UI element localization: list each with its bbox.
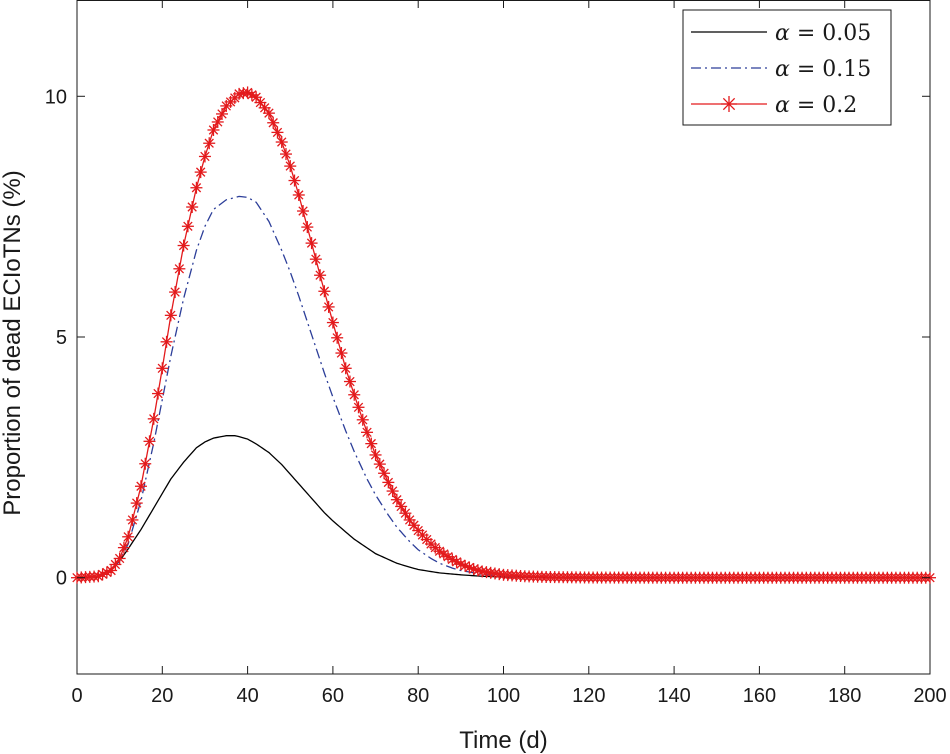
data-point: [343, 375, 356, 388]
data-point: [152, 387, 165, 400]
data-point: [331, 331, 344, 344]
data-point: [181, 220, 194, 233]
data-point: [198, 150, 211, 163]
x-tick-label: 180: [828, 685, 861, 707]
data-point: [288, 174, 301, 187]
data-point: [326, 316, 339, 329]
data-point: [147, 412, 160, 425]
data-point: [373, 458, 386, 471]
data-point: [96, 568, 109, 581]
legend-label: α = 0.05: [775, 21, 871, 46]
data-point: [109, 558, 122, 571]
data-point: [322, 300, 335, 313]
y-tick-label: 0: [56, 568, 67, 590]
data-point: [105, 564, 118, 577]
x-axis-label: Time (d): [459, 727, 547, 754]
x-tick-label: 160: [743, 685, 776, 707]
y-axis-label: Proportion of dead ECIoTNs (%): [0, 170, 26, 515]
data-point: [395, 500, 408, 513]
data-point: [160, 335, 173, 348]
data-point: [352, 401, 365, 414]
data-point: [130, 497, 143, 510]
data-point: [382, 476, 395, 489]
legend: α = 0.05 α = 0.15 α = 0.2: [682, 9, 892, 126]
x-tick-label: 120: [572, 685, 605, 707]
legend-entry: α = 0.05: [691, 21, 871, 46]
x-tick-label: 0: [71, 685, 82, 707]
data-point: [271, 126, 284, 139]
data-point: [143, 435, 156, 448]
x-tick-label: 100: [487, 685, 520, 707]
data-point: [126, 513, 139, 526]
data-point: [134, 480, 147, 493]
data-point: [275, 136, 288, 149]
x-tick-label: 40: [236, 685, 258, 707]
series-3: [71, 86, 936, 584]
data-point: [348, 388, 361, 401]
data-point: [297, 205, 310, 218]
data-point: [186, 201, 199, 214]
data-point: [314, 269, 327, 282]
data-point: [194, 166, 207, 179]
data-point: [173, 262, 186, 275]
data-point: [335, 347, 348, 360]
data-point: [386, 485, 399, 498]
data-point: [390, 493, 403, 506]
data-point: [305, 237, 318, 250]
data-point: [113, 552, 126, 565]
data-point: [177, 239, 190, 252]
data-point: [156, 362, 169, 375]
legend-label: α = 0.2: [775, 93, 857, 118]
plot-area: [71, 0, 936, 675]
x-tick-label: 20: [151, 685, 173, 707]
data-point: [301, 221, 314, 234]
legend-entry: α = 0.2: [691, 93, 857, 118]
x-tick-label: 200: [913, 685, 946, 707]
data-point: [267, 116, 280, 129]
data-point: [262, 107, 275, 120]
x-tick-label: 60: [322, 685, 344, 707]
data-point: [403, 513, 416, 526]
data-point: [369, 448, 382, 461]
data-point: [309, 253, 322, 266]
data-point: [164, 309, 177, 322]
data-point: [399, 507, 412, 520]
data-point: [356, 413, 369, 426]
legend-label: α = 0.15: [775, 57, 871, 82]
data-point: [279, 148, 292, 161]
data-point: [378, 467, 391, 480]
legend-entry: α = 0.15: [691, 57, 871, 82]
data-point: [361, 426, 374, 439]
x-tick-label: 80: [407, 685, 429, 707]
data-point: [721, 96, 737, 112]
data-point: [117, 541, 130, 554]
data-point: [318, 285, 331, 298]
data-point: [139, 457, 152, 470]
data-point: [488, 567, 501, 580]
data-point: [339, 362, 352, 375]
y-tick-label: 5: [56, 327, 67, 349]
data-point: [284, 160, 297, 173]
y-axis: 0 5 10: [45, 86, 930, 590]
y-tick-label: 10: [45, 86, 67, 108]
data-point: [169, 286, 182, 299]
data-point: [407, 519, 420, 532]
data-point: [122, 530, 135, 543]
data-point: [365, 437, 378, 450]
data-point: [190, 181, 203, 194]
x-axis: 0 20 40 60 80 100 120 140 160 180 200: [71, 0, 947, 707]
data-point: [292, 188, 305, 201]
x-tick-label: 140: [657, 685, 690, 707]
data-point: [250, 91, 263, 104]
data-point: [203, 137, 216, 150]
